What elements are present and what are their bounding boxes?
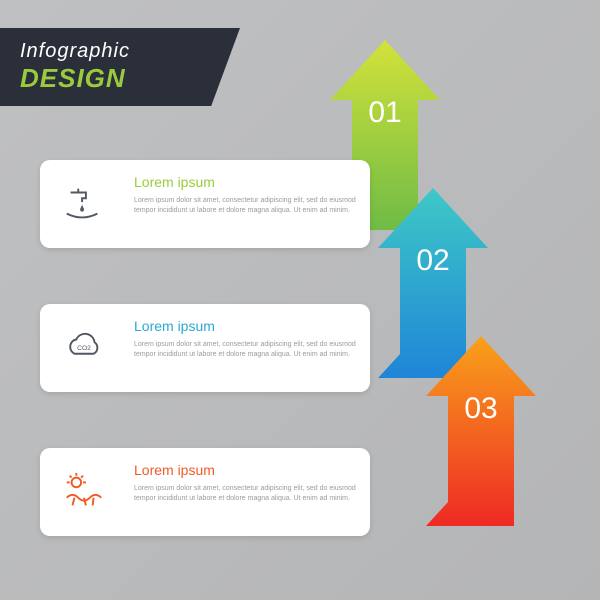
co2-cloud-icon: CO2 [40, 304, 128, 392]
card-title-2: Lorem ipsum [134, 318, 360, 334]
drought-sun-icon [40, 448, 128, 536]
step-number-2: 02 [378, 244, 488, 278]
header-line1: Infographic [20, 40, 220, 63]
arrow-3: 03 [426, 336, 536, 526]
card-body-2: Lorem ipsum dolor sit amet, consectetur … [134, 340, 360, 360]
info-card-2: CO2 Lorem ipsum Lorem ipsum dolor sit am… [40, 304, 370, 392]
water-tap-icon [40, 160, 128, 248]
header-banner: Infographic DESIGN [0, 28, 240, 106]
svg-text:CO2: CO2 [77, 345, 91, 352]
info-row-3: 03 Lorem ipsum Lorem ipsum dolor sit ame… [40, 388, 560, 538]
card-body-1: Lorem ipsum dolor sit amet, consectetur … [134, 196, 360, 216]
info-card-1: Lorem ipsum Lorem ipsum dolor sit amet, … [40, 160, 370, 248]
header-line2: DESIGN [20, 63, 220, 94]
step-number-1: 01 [330, 96, 440, 130]
card-title-3: Lorem ipsum [134, 462, 360, 478]
info-card-3: Lorem ipsum Lorem ipsum dolor sit amet, … [40, 448, 370, 536]
card-title-1: Lorem ipsum [134, 174, 360, 190]
card-body-3: Lorem ipsum dolor sit amet, consectetur … [134, 484, 360, 504]
step-number-3: 03 [426, 392, 536, 426]
